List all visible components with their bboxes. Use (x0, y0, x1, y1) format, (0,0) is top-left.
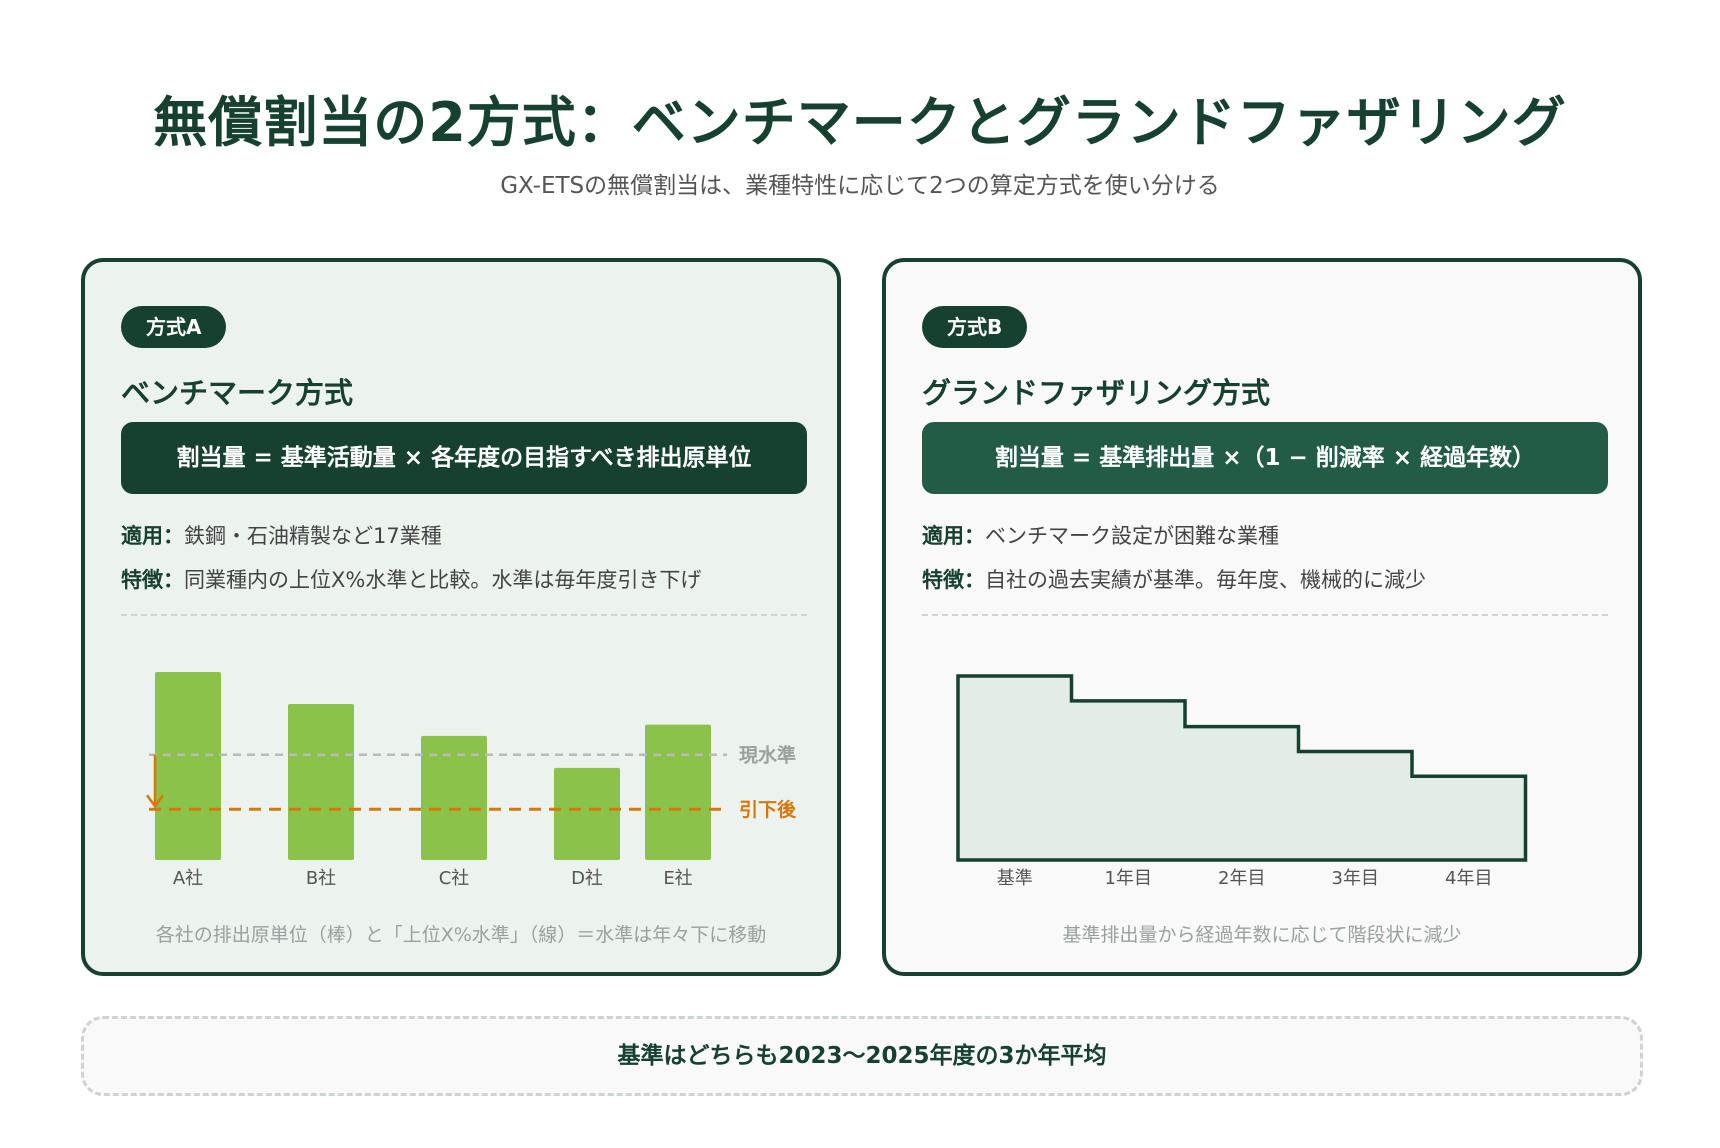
method-b-caption: 基準排出量から経過年数に応じて階段状に減少 (1062, 924, 1462, 946)
step-area (956, 674, 1528, 862)
method-a-feature: 特徴：同業種内の上位X%水準と比較。水準は毎年度引き下げ (121, 564, 701, 594)
footer-note: 基準はどちらも2023〜2025年度の3か年平均 (81, 1016, 1643, 1096)
method-a-badge: 方式A (121, 306, 227, 348)
lowering-arrow-icon (145, 794, 165, 809)
method-a-formula: 割当量 = 基準活動量 × 各年度の目指すべき排出原単位 (121, 422, 807, 494)
method-b-feature-text: 自社の過去実績が基準。毎年度、機械的に減少 (985, 568, 1426, 592)
method-a-caption: 各社の排出原単位（棒）と「上位X%水準」（線）＝水準は年々下に移動 (155, 924, 767, 946)
method-b-applies-text: ベンチマーク設定が困難な業種 (985, 524, 1279, 548)
method-a-applies-text: 鉄鋼・石油精製など17業種 (184, 524, 442, 548)
bar-label-2: B社 (306, 868, 336, 889)
step-label-1: 基準 (997, 868, 1033, 889)
bar-label-5: E社 (663, 868, 692, 889)
step-label-5: 4年目 (1445, 868, 1492, 889)
method-a-feature-text: 同業種内の上位X%水準と比較。水準は毎年度引き下げ (184, 568, 702, 592)
method-a-applies: 適用：鉄鋼・石油精製など17業種 (121, 520, 442, 550)
step-label-3: 2年目 (1218, 868, 1265, 889)
page-subtitle: GX-ETSの無償割当は、業種特性に応じて2つの算定方式を使い分ける (500, 173, 1220, 199)
method-b-formula: 割当量 = 基準排出量 ×（1 − 削減率 × 経過年数） (922, 422, 1608, 494)
bar-1 (155, 672, 221, 860)
bar-3 (421, 735, 487, 860)
method-b-feature-label: 特徴： (922, 568, 985, 592)
method-b-title: グランドファザリング方式 (922, 376, 1271, 410)
method-a-title: ベンチマーク方式 (121, 376, 354, 410)
bar-4 (554, 767, 620, 860)
bar-5 (645, 724, 711, 860)
bar-label-4: D社 (571, 868, 603, 889)
method-b-badge: 方式B (922, 306, 1028, 348)
level-label-1: 現水準 (739, 744, 796, 767)
method-a-applies-label: 適用： (121, 524, 184, 548)
method-a-feature-label: 特徴： (121, 568, 184, 592)
bar-label-1: A社 (173, 868, 203, 889)
method-b-card: 方式B グランドファザリング方式 割当量 = 基準排出量 ×（1 − 削減率 ×… (882, 258, 1642, 976)
method-b-applies: 適用：ベンチマーク設定が困難な業種 (922, 520, 1279, 550)
method-b-divider (922, 614, 1608, 616)
grandfathering-step-chart: 基準 1年目 2年目 3年目 4年目 (956, 674, 1528, 889)
method-a-divider (121, 614, 807, 616)
method-a-card: 方式A ベンチマーク方式 割当量 = 基準活動量 × 各年度の目指すべき排出原単… (81, 258, 841, 976)
page-title: 無償割当の2方式：ベンチマークとグランドファザリング (153, 91, 1567, 154)
bar-label-3: C社 (439, 868, 470, 889)
method-b-applies-label: 適用： (922, 524, 985, 548)
level-label-2: 引下後 (739, 798, 797, 821)
bar-2 (288, 703, 354, 860)
step-label-2: 1年目 (1105, 868, 1152, 889)
step-label-4: 3年目 (1332, 868, 1379, 889)
method-b-feature: 特徴：自社の過去実績が基準。毎年度、機械的に減少 (922, 564, 1426, 594)
